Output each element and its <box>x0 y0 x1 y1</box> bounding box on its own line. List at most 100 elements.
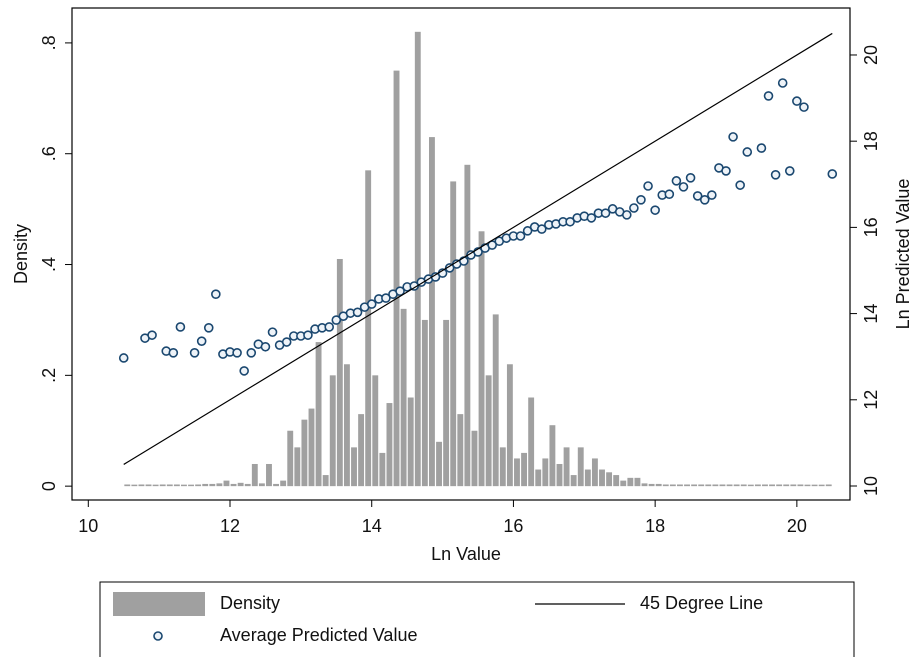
scatter-point <box>699 195 710 205</box>
histogram-bar <box>747 484 754 487</box>
histogram-bar <box>329 375 336 487</box>
histogram-bar <box>230 483 237 487</box>
scatter-point <box>211 289 221 299</box>
y2-tick-label: 10 <box>861 476 881 496</box>
scatter-point <box>168 348 179 358</box>
histogram-bar <box>762 484 768 487</box>
scatter-point <box>487 240 497 250</box>
histogram-bar <box>145 484 152 487</box>
scatter-point <box>586 213 597 223</box>
plot-frame <box>71 7 851 501</box>
scatter-point <box>175 322 186 332</box>
scatter-point <box>303 330 313 340</box>
histogram-bar <box>393 70 400 487</box>
histogram-bar <box>620 480 627 487</box>
histogram-bar <box>577 447 584 487</box>
histogram-bar <box>521 452 528 487</box>
histogram-bar <box>514 458 520 487</box>
histogram-bar <box>698 484 705 487</box>
histogram-bar <box>733 484 740 487</box>
scatter-point <box>366 299 377 309</box>
histogram-bar <box>712 484 719 487</box>
histogram-bar <box>308 408 315 487</box>
scatter-point <box>395 286 405 296</box>
histogram-bar <box>209 483 216 487</box>
histogram-bar <box>769 484 776 487</box>
scatter-point <box>622 210 632 220</box>
histogram-bar <box>266 463 272 487</box>
x-tick-label: 20 <box>787 516 807 536</box>
histogram-bar <box>499 447 506 487</box>
y2-tick-label: 14 <box>861 304 881 324</box>
scatter-point <box>721 166 731 176</box>
histogram-bar <box>797 484 804 487</box>
histogram-bar <box>258 483 265 487</box>
scatter-point <box>629 203 639 213</box>
x-tick-label: 14 <box>362 516 382 536</box>
scatter-point <box>246 348 257 358</box>
y-tick-label: .2 <box>39 368 59 383</box>
histogram-bar <box>315 342 322 487</box>
histogram-bar <box>606 472 613 487</box>
histogram-bar <box>138 484 145 487</box>
histogram-bar <box>379 452 386 487</box>
histogram-bar <box>287 430 294 487</box>
scatter-point <box>707 190 717 200</box>
histogram-bar <box>181 484 187 487</box>
histogram-bar <box>506 364 513 487</box>
histogram-bar <box>216 483 223 487</box>
scatter-point <box>756 143 767 153</box>
scatter-point <box>565 216 575 227</box>
scatter-point <box>239 366 249 376</box>
y2-tick-label: 18 <box>861 131 881 151</box>
histogram-bar <box>818 484 825 487</box>
histogram-bar <box>648 483 655 487</box>
histogram-bar <box>421 319 428 487</box>
scatter-point <box>784 166 795 176</box>
scatter-point <box>281 337 292 347</box>
histogram-bar <box>528 397 535 487</box>
histogram-bar <box>719 484 726 487</box>
histogram-bar <box>563 447 570 487</box>
y2-axis-title: Ln Predicted Value <box>893 179 913 330</box>
histogram-bar <box>202 483 209 487</box>
histogram-bar <box>358 414 365 487</box>
histogram-bar <box>825 484 832 487</box>
scatter-point <box>444 263 455 273</box>
histogram-bar <box>450 181 457 487</box>
histogram-bar <box>457 414 464 487</box>
histogram-bar <box>669 484 676 487</box>
histogram-bar <box>613 475 620 487</box>
scatter-point <box>324 322 335 332</box>
scatter-point <box>664 189 675 199</box>
scatter-point <box>636 195 646 205</box>
legend-label: 45 Degree Line <box>640 593 763 613</box>
histogram-bar <box>591 458 598 487</box>
scatter-point <box>650 205 660 215</box>
scatter-point <box>522 226 533 236</box>
histogram-bar <box>464 164 471 487</box>
histogram-bar <box>684 484 690 487</box>
histogram-bar <box>173 484 180 487</box>
histogram-bar <box>677 484 683 487</box>
histogram-bar <box>691 484 698 487</box>
histogram-bar <box>776 484 783 487</box>
histogram-bar <box>655 483 662 487</box>
scatter-point <box>671 176 682 186</box>
scatter-point <box>799 102 809 112</box>
histogram-bar <box>294 447 301 487</box>
histogram-bar <box>754 484 761 487</box>
histogram-bar <box>584 469 591 487</box>
histogram-bar <box>705 484 712 487</box>
line <box>123 32 833 465</box>
scatter-point <box>692 191 703 201</box>
scatter-point <box>260 341 271 352</box>
histogram-bar <box>152 484 159 487</box>
scatter-point <box>678 182 689 192</box>
scatter-point <box>196 336 207 346</box>
histogram-bar <box>443 319 450 487</box>
histogram-bar <box>634 477 641 487</box>
histogram-bar <box>244 483 251 487</box>
